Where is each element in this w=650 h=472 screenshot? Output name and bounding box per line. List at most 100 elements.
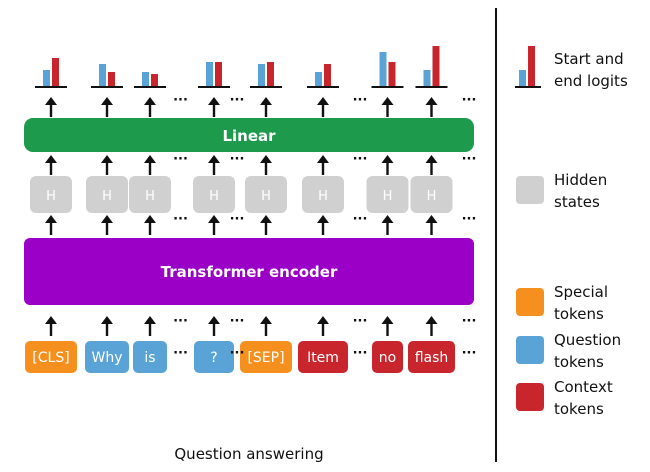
arrow-head — [144, 316, 156, 324]
arrow-head — [260, 215, 272, 223]
legend-label: Start and — [554, 50, 624, 68]
arrow-head — [101, 97, 113, 105]
ellipsis: ··· — [462, 212, 477, 227]
start-logit-bar — [206, 62, 213, 86]
ellipsis: ··· — [173, 93, 188, 108]
legend-question-swatch — [516, 336, 544, 364]
token-label: [SEP] — [247, 350, 284, 366]
legend-label: Hidden — [554, 171, 607, 189]
ellipsis: ··· — [353, 93, 368, 108]
end-logit-bar — [324, 64, 331, 86]
arrow-head — [425, 316, 438, 324]
start-logit-bar — [258, 64, 265, 86]
end-logit-bar — [388, 62, 396, 86]
arrow-head — [144, 97, 156, 105]
arrow-head — [260, 155, 272, 163]
arrow-head — [381, 316, 394, 324]
ellipsis: ··· — [462, 152, 477, 167]
arrow-head — [381, 155, 394, 163]
arrow-head — [144, 155, 156, 163]
arrow-head — [45, 316, 57, 324]
token-question — [194, 341, 234, 373]
legend-label: tokens — [554, 400, 604, 418]
start-logit-bar — [99, 64, 106, 86]
ellipsis: ··· — [353, 152, 368, 167]
hidden-state-label: H — [261, 189, 271, 204]
hidden-state — [410, 176, 453, 213]
arrow-head — [208, 97, 220, 105]
ellipsis: ··· — [462, 314, 477, 329]
start-logit-bar — [43, 70, 50, 86]
arrow-head — [45, 215, 57, 223]
hidden-state — [129, 176, 171, 213]
hidden-state — [366, 176, 409, 213]
linear-layer — [24, 118, 474, 152]
token-label: ? — [210, 350, 217, 366]
ellipsis: ··· — [353, 314, 368, 329]
token-question — [85, 341, 129, 373]
hidden-state-label: H — [209, 189, 219, 204]
token-context — [408, 341, 455, 373]
arrow-head — [260, 316, 272, 324]
linear-label: Linear — [222, 127, 276, 145]
start-logit-bar — [315, 72, 322, 86]
end-logit-bar — [215, 62, 222, 86]
ellipsis: ··· — [353, 346, 368, 361]
hidden-state-label: H — [46, 189, 56, 204]
legend-label: end logits — [554, 72, 628, 90]
legend-logits-icon — [519, 70, 526, 86]
hidden-state — [193, 176, 235, 213]
token-question — [133, 341, 167, 373]
token-label: [CLS] — [32, 350, 69, 366]
token-label: is — [144, 350, 155, 366]
token-special — [25, 341, 77, 373]
ellipsis: ··· — [173, 152, 188, 167]
hidden-state-label: H — [427, 189, 437, 204]
arrow-head — [317, 155, 329, 163]
ellipsis: ··· — [173, 314, 188, 329]
token-label: flash — [415, 350, 449, 366]
legend-special-swatch — [516, 288, 544, 316]
legend-hidden-swatch — [516, 176, 544, 204]
legend-logits-icon — [528, 46, 535, 86]
end-logit-bar — [108, 72, 115, 86]
ellipsis: ··· — [462, 93, 477, 108]
token-label: Why — [91, 350, 122, 366]
arrow-head — [425, 97, 438, 105]
arrow-head — [381, 215, 394, 223]
legend-label: tokens — [554, 305, 604, 323]
ellipsis: ··· — [230, 346, 245, 361]
ellipsis: ··· — [353, 212, 368, 227]
hidden-state — [245, 176, 287, 213]
ellipsis: ··· — [462, 346, 477, 361]
arrow-head — [144, 215, 156, 223]
hidden-state-label: H — [102, 189, 112, 204]
start-logit-bar — [423, 70, 431, 86]
token-special — [240, 341, 292, 373]
ellipsis: ··· — [230, 212, 245, 227]
hidden-state-label: H — [318, 189, 328, 204]
legend-label: tokens — [554, 353, 604, 371]
token-context — [372, 341, 403, 373]
hidden-state — [30, 176, 72, 213]
arrow-head — [208, 155, 220, 163]
arrow-head — [208, 215, 220, 223]
arrow-head — [45, 155, 57, 163]
token-label: Item — [307, 350, 339, 366]
arrow-head — [425, 155, 438, 163]
end-logit-bar — [151, 74, 158, 86]
end-logit-bar — [267, 62, 274, 86]
legend-label: Context — [554, 378, 613, 396]
start-logit-bar — [142, 72, 149, 86]
arrow-head — [425, 215, 438, 223]
ellipsis: ··· — [230, 93, 245, 108]
ellipsis: ··· — [230, 152, 245, 167]
arrow-head — [260, 97, 272, 105]
token-label: no — [379, 350, 396, 366]
arrow-head — [101, 316, 113, 324]
legend-label: states — [554, 193, 600, 211]
legend-label: Special — [554, 283, 608, 301]
encoder-label: Transformer encoder — [161, 263, 338, 281]
hidden-state — [302, 176, 344, 213]
hidden-state-label: H — [145, 189, 155, 204]
